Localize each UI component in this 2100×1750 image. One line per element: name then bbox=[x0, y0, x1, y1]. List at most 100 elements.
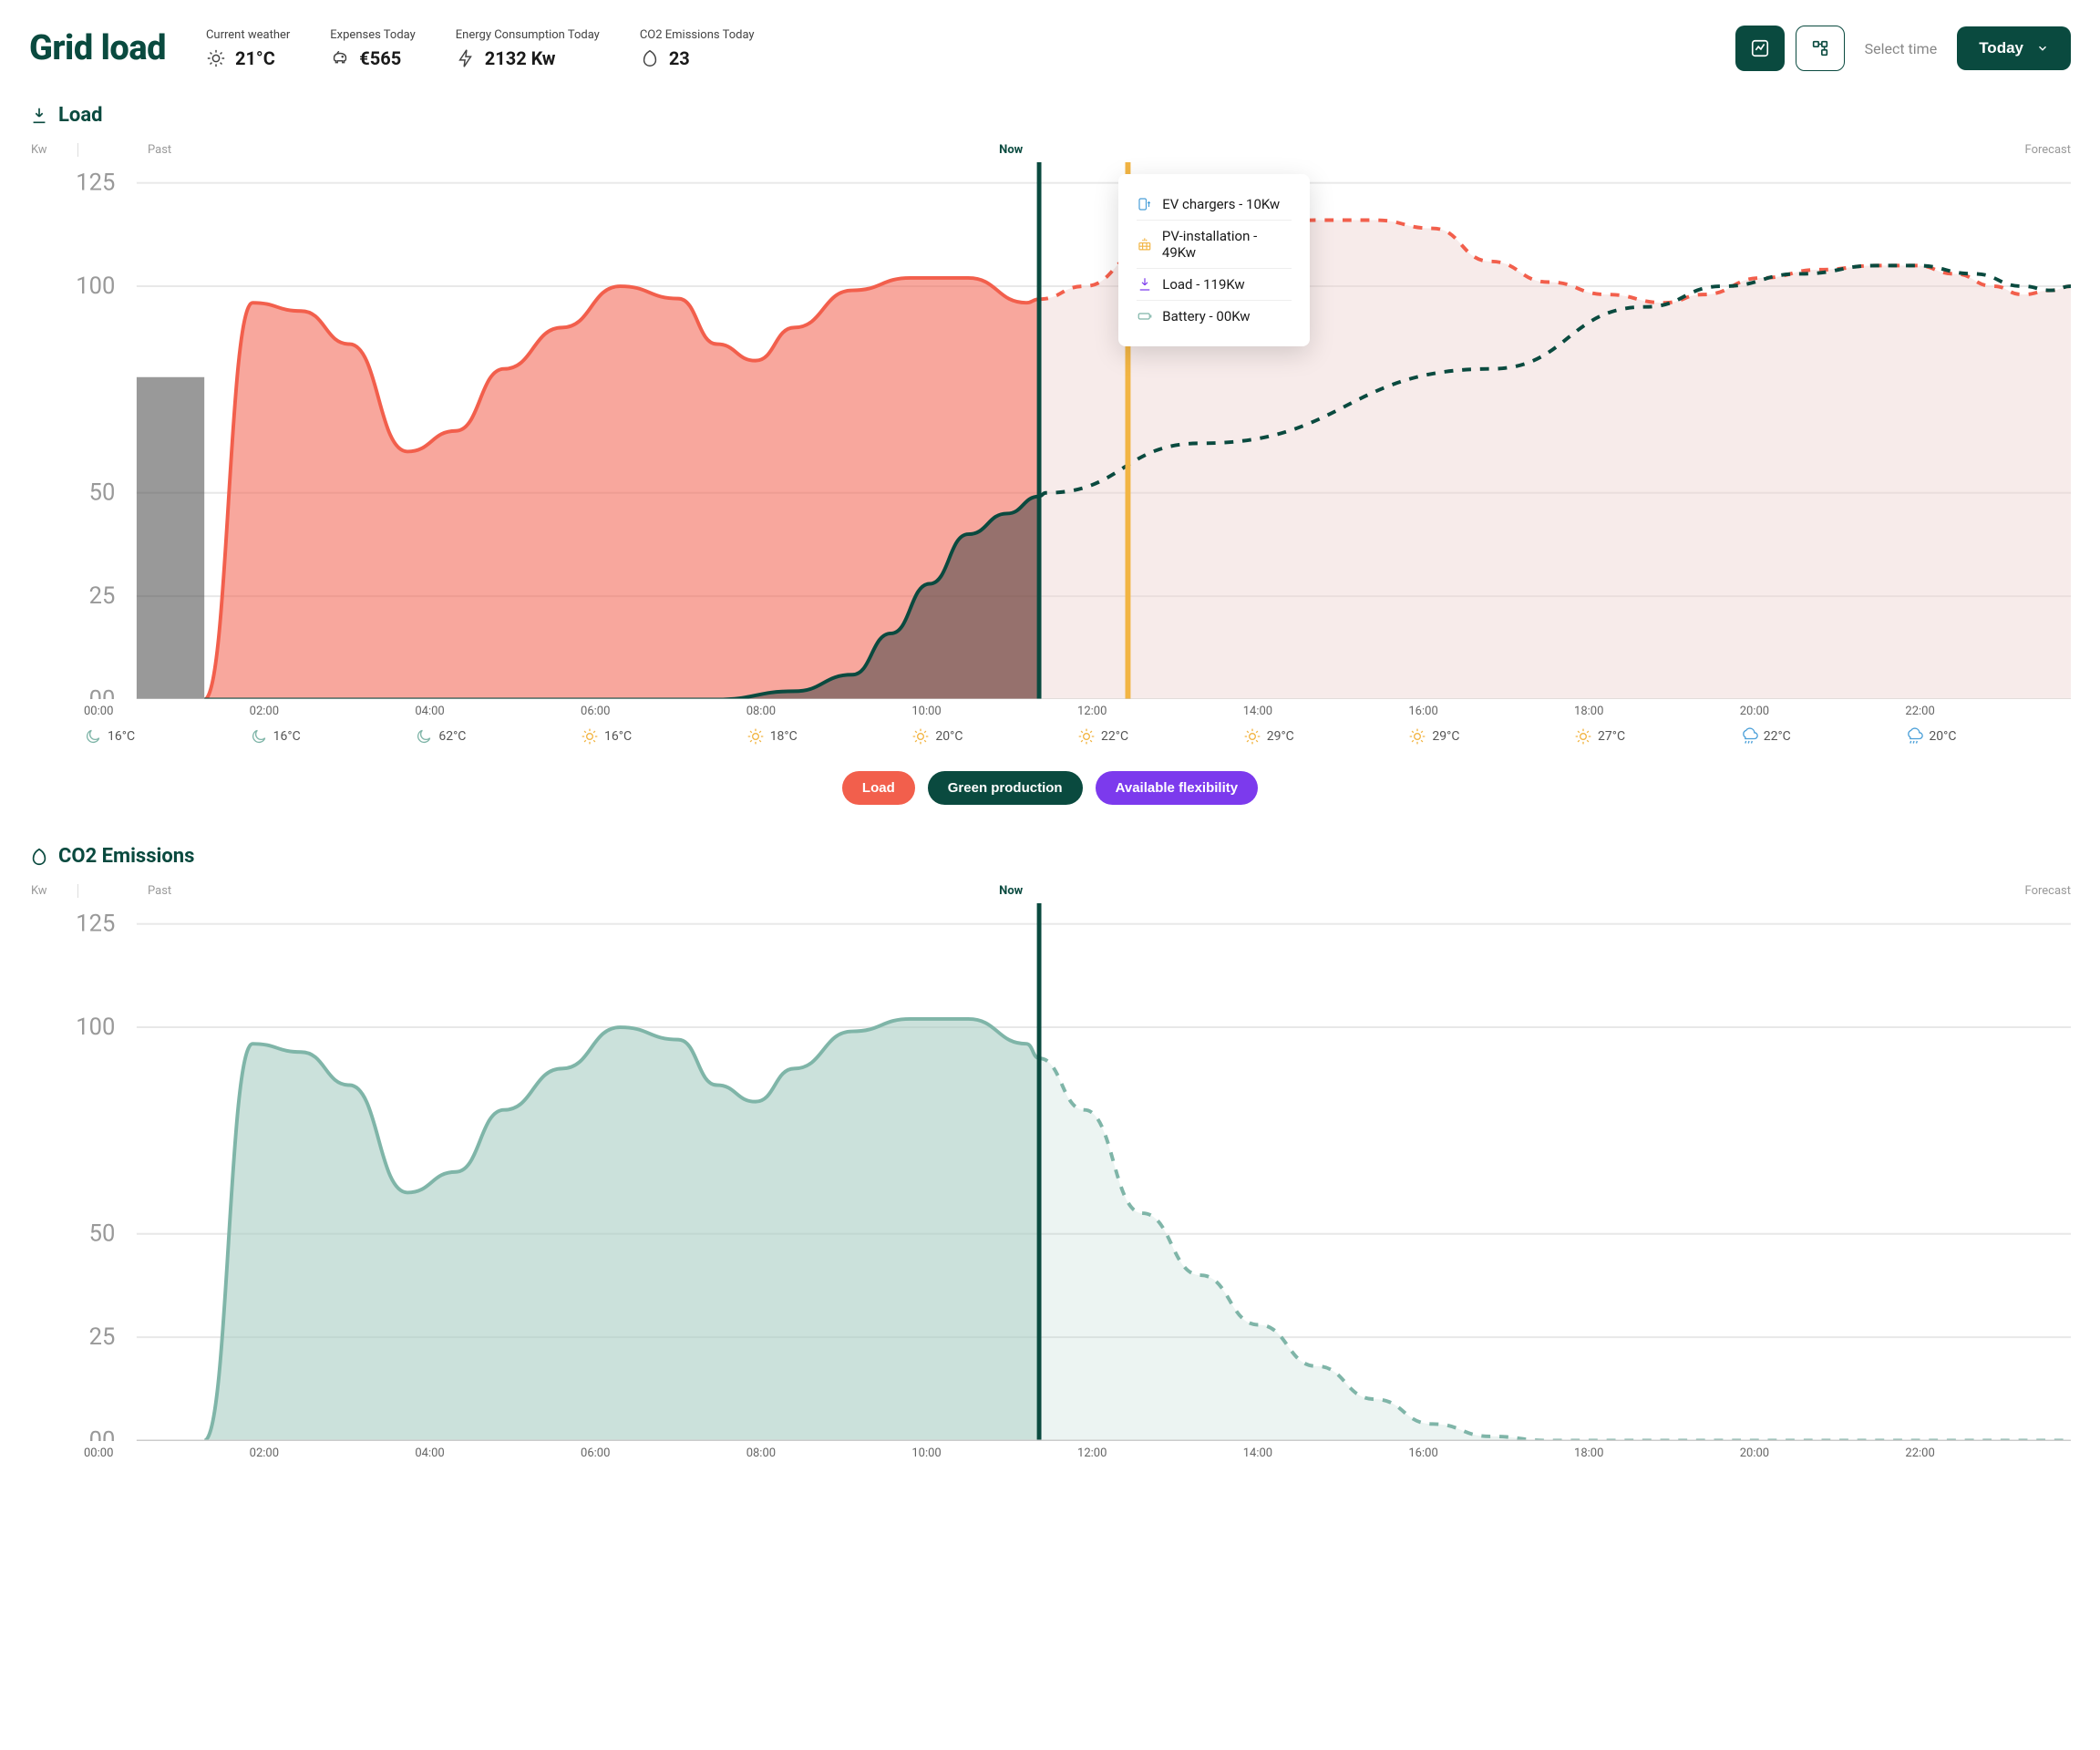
co2-title-text: CO2 Emissions bbox=[58, 845, 194, 868]
stat-piggy: Expenses Today€565 bbox=[330, 28, 416, 69]
x-tick: 08:00 bbox=[746, 705, 912, 718]
now-label: Now bbox=[999, 884, 1023, 898]
tooltip-label: PV-installation - 49Kw bbox=[1162, 228, 1292, 261]
tooltip-label: Load - 119Kw bbox=[1162, 276, 1244, 293]
weather-temp: 16°C bbox=[604, 729, 632, 744]
legend-green-production[interactable]: Green production bbox=[928, 771, 1083, 805]
x-tick: 04:00 bbox=[415, 1446, 581, 1460]
weather-item: 62°C bbox=[415, 727, 581, 746]
weather-item: 16°C bbox=[84, 727, 250, 746]
sun-icon bbox=[1408, 727, 1426, 746]
x-tick: 06:00 bbox=[581, 1446, 746, 1460]
weather-item: 20°C bbox=[911, 727, 1077, 746]
co2-chart-svg: 125100502500 bbox=[29, 903, 2071, 1440]
tooltip-label: Battery - 00Kw bbox=[1162, 308, 1250, 324]
load-icon bbox=[29, 106, 49, 126]
load-chart: Kw Past Now Forecast 125100502500 00:000… bbox=[29, 143, 2071, 746]
past-label: Past bbox=[148, 143, 171, 157]
right-controls: Select time Today bbox=[1735, 26, 2071, 71]
x-tick: 12:00 bbox=[1077, 1446, 1243, 1460]
weather-temp: 29°C bbox=[1432, 729, 1459, 744]
co2-chart: Kw Past Now Forecast 125100502500 00:000… bbox=[29, 884, 2071, 1459]
now-label: Now bbox=[999, 143, 1023, 157]
stat-label: Current weather bbox=[206, 28, 290, 42]
moon-icon bbox=[84, 727, 102, 746]
x-tick: 02:00 bbox=[250, 1446, 416, 1460]
stat-label: Energy Consumption Today bbox=[456, 28, 600, 42]
tooltip-row: Load - 119Kw bbox=[1137, 269, 1292, 301]
x-tick: 18:00 bbox=[1574, 705, 1740, 718]
x-tick: 00:00 bbox=[84, 705, 250, 718]
sun-icon bbox=[1574, 727, 1592, 746]
legend-load[interactable]: Load bbox=[842, 771, 915, 805]
weather-item: 22°C bbox=[1077, 727, 1243, 746]
x-tick: 04:00 bbox=[415, 705, 581, 718]
weather-temp: 16°C bbox=[108, 729, 135, 744]
sun-icon bbox=[581, 727, 599, 746]
weather-temp: 29°C bbox=[1267, 729, 1294, 744]
x-tick: 20:00 bbox=[1740, 1446, 1906, 1460]
co2-section-title: CO2 Emissions bbox=[29, 845, 2071, 868]
x-tick: 22:00 bbox=[1905, 1446, 2071, 1460]
x-tick: 10:00 bbox=[911, 1446, 1077, 1460]
weather-temp: 18°C bbox=[770, 729, 798, 744]
weather-item: 22°C bbox=[1740, 727, 1906, 746]
x-tick: 12:00 bbox=[1077, 705, 1243, 718]
x-tick: 02:00 bbox=[250, 705, 416, 718]
stat-value: €565 bbox=[330, 47, 416, 69]
leaf-icon bbox=[29, 847, 49, 867]
svg-text:125: 125 bbox=[76, 911, 115, 938]
bolt-icon bbox=[456, 48, 476, 68]
tooltip-label: EV chargers - 10Kw bbox=[1162, 196, 1280, 212]
tooltip-row: PV-installation - 49Kw bbox=[1137, 221, 1292, 269]
legend-available-flexibility[interactable]: Available flexibility bbox=[1096, 771, 1259, 805]
svg-text:25: 25 bbox=[89, 1323, 116, 1351]
chart-tooltip: EV chargers - 10Kw PV-installation - 49Kw… bbox=[1118, 174, 1310, 346]
co2-chart-head: Kw Past Now Forecast bbox=[29, 884, 2071, 898]
x-tick: 10:00 bbox=[911, 705, 1077, 718]
stat-leaf: CO2 Emissions Today 23 bbox=[640, 28, 755, 69]
today-dropdown[interactable]: Today bbox=[1957, 26, 2071, 70]
chart-view-button[interactable] bbox=[1735, 26, 1785, 71]
x-tick: 06:00 bbox=[581, 705, 746, 718]
weather-item: 20°C bbox=[1905, 727, 2071, 746]
stat-bolt: Energy Consumption Today2132 Kw bbox=[456, 28, 600, 69]
legend: Load Green production Available flexibilit… bbox=[29, 771, 2071, 805]
weather-item: 29°C bbox=[1243, 727, 1409, 746]
weather-temp: 22°C bbox=[1101, 729, 1128, 744]
forecast-label: Forecast bbox=[2025, 143, 2071, 157]
svg-text:50: 50 bbox=[89, 479, 116, 507]
y-unit: Kw bbox=[29, 143, 78, 157]
moon-icon bbox=[250, 727, 268, 746]
moon-icon bbox=[415, 727, 433, 746]
tree-view-button[interactable] bbox=[1796, 26, 1845, 71]
x-tick: 00:00 bbox=[84, 1446, 250, 1460]
svg-text:100: 100 bbox=[76, 273, 115, 300]
sun-icon bbox=[206, 48, 226, 68]
stat-label: CO2 Emissions Today bbox=[640, 28, 755, 42]
load-icon bbox=[1137, 276, 1153, 293]
x-tick: 20:00 bbox=[1740, 705, 1906, 718]
weather-temp: 16°C bbox=[273, 729, 301, 744]
weather-item: 29°C bbox=[1408, 727, 1574, 746]
x-tick: 14:00 bbox=[1243, 1446, 1409, 1460]
stat-value: 21°C bbox=[206, 47, 290, 69]
select-time-label: Select time bbox=[1865, 40, 1938, 57]
weather-item: 16°C bbox=[581, 727, 746, 746]
sun-icon bbox=[1077, 727, 1096, 746]
page-title: Grid load bbox=[29, 28, 166, 68]
weather-temp: 22°C bbox=[1764, 729, 1791, 744]
x-axis-labels: 00:0002:0004:0006:0008:0010:0012:0014:00… bbox=[84, 705, 2071, 718]
rain-icon bbox=[1905, 727, 1923, 746]
weather-temp: 27°C bbox=[1598, 729, 1625, 744]
tooltip-row: EV chargers - 10Kw bbox=[1137, 189, 1292, 221]
x-tick: 22:00 bbox=[1905, 705, 2071, 718]
svg-text:50: 50 bbox=[89, 1220, 116, 1248]
x-axis-labels: 00:0002:0004:0006:0008:0010:0012:0014:00… bbox=[84, 1446, 2071, 1460]
svg-text:00: 00 bbox=[89, 1427, 116, 1441]
sun-icon bbox=[746, 727, 765, 746]
weather-temp: 20°C bbox=[935, 729, 962, 744]
y-unit: Kw bbox=[29, 884, 78, 898]
stat-value: 23 bbox=[640, 47, 755, 69]
ev-icon bbox=[1137, 196, 1153, 212]
